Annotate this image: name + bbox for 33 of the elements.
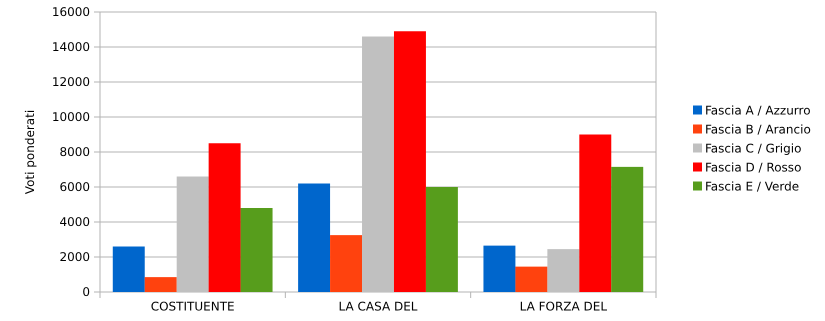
- bar: [240, 208, 273, 292]
- y-tick-label: 2000: [59, 250, 90, 264]
- legend-label: Fascia B / Arancio: [705, 122, 811, 136]
- y-tick-label: 4000: [59, 214, 90, 229]
- y-tick-label: 12000: [52, 74, 90, 89]
- x-tick-label: LA FORZA DEL: [520, 300, 608, 314]
- legend-label: Fascia E / Verde: [705, 180, 800, 194]
- x-tick-label: LA CASA DEL: [338, 300, 418, 314]
- legend-label: Fascia C / Grigio: [705, 142, 802, 156]
- legend-label: Fascia D / Rosso: [705, 160, 802, 174]
- y-tick-label: 10000: [52, 110, 90, 124]
- bar: [611, 166, 644, 292]
- bar: [579, 134, 612, 292]
- bar: [330, 235, 362, 292]
- y-axis-title: Voti ponderati: [23, 110, 37, 194]
- bar: [394, 31, 426, 292]
- bar: [515, 266, 548, 292]
- legend-label: Fascia A / Azzurro: [705, 104, 811, 118]
- bar: [483, 246, 516, 292]
- x-tick-label: COSTITUENTE: [150, 300, 235, 314]
- bar: [144, 277, 177, 292]
- bar: [208, 143, 241, 292]
- bar: [426, 187, 458, 292]
- y-tick-label: 8000: [59, 144, 90, 159]
- y-tick-label: 16000: [52, 4, 90, 19]
- y-tick-label: 6000: [59, 180, 90, 194]
- y-tick-label: 0: [82, 284, 90, 299]
- bar: [298, 184, 330, 292]
- y-tick-label: 14000: [52, 40, 90, 54]
- bar: [112, 246, 145, 292]
- bar: [547, 249, 580, 292]
- bar: [362, 36, 394, 292]
- bar: [176, 176, 209, 292]
